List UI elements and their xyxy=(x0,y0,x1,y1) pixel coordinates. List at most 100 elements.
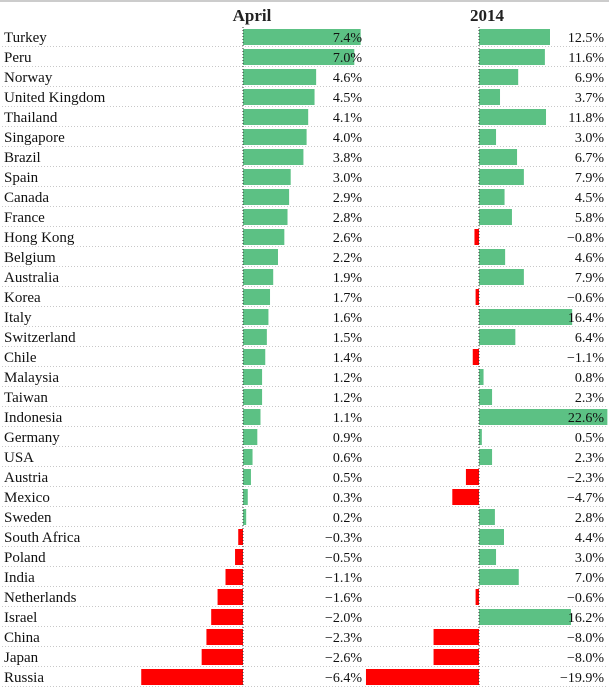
rows-group: Turkey 7.4% 12.5% Peru 7.0% 11.6% Norway 4.6% 6.… xyxy=(2,27,608,687)
category-label-united-kingdom: United Kingdom xyxy=(4,90,106,106)
bar-2014-taiwan xyxy=(479,389,493,405)
bar-april-china xyxy=(206,629,243,645)
bar-april-peru xyxy=(243,49,355,65)
bar-april-korea xyxy=(243,289,271,305)
bar-2014-malaysia xyxy=(479,369,484,385)
value-label-april-mexico: 0.3% xyxy=(333,491,363,506)
category-label-italy: Italy xyxy=(4,310,32,326)
bar-2014-belgium xyxy=(479,249,506,265)
bar-april-canada xyxy=(243,189,290,205)
category-label-norway: Norway xyxy=(4,70,53,86)
category-label-spain: Spain xyxy=(4,170,39,186)
value-label-april-peru: 7.0% xyxy=(333,51,363,66)
value-label-2014-canada: 4.5% xyxy=(575,191,605,206)
value-label-april-taiwan: 1.2% xyxy=(333,391,363,406)
bar-2014-india xyxy=(479,569,519,585)
bar-april-indonesia xyxy=(243,409,261,425)
bar-april-hong-kong xyxy=(243,229,285,245)
value-label-2014-turkey: 12.5% xyxy=(568,31,605,46)
value-label-april-japan: −2.6% xyxy=(325,651,362,666)
value-label-april-usa: 0.6% xyxy=(333,451,363,466)
value-label-2014-usa: 2.3% xyxy=(575,451,605,466)
bar-april-germany xyxy=(243,429,258,445)
bar-april-france xyxy=(243,209,288,225)
value-label-2014-mexico: −4.7% xyxy=(567,491,604,506)
value-label-april-russia: −6.4% xyxy=(325,671,362,686)
value-label-april-korea: 1.7% xyxy=(333,291,363,306)
value-label-2014-netherlands: −0.6% xyxy=(567,591,604,606)
category-label-india: India xyxy=(4,570,35,586)
value-label-2014-india: 7.0% xyxy=(575,571,605,586)
value-label-april-sweden: 0.2% xyxy=(333,511,363,526)
bar-april-mexico xyxy=(243,489,248,505)
bar-2014-japan xyxy=(433,649,479,665)
category-label-netherlands: Netherlands xyxy=(4,590,77,606)
category-label-russia: Russia xyxy=(4,670,44,686)
bar-april-chile xyxy=(243,349,266,365)
panel-title-april: April xyxy=(233,6,272,25)
bar-2014-austria xyxy=(465,469,479,485)
value-label-2014-sweden: 2.8% xyxy=(575,511,605,526)
value-label-april-poland: −0.5% xyxy=(325,551,362,566)
bar-2014-norway xyxy=(479,69,519,85)
bar-2014-poland xyxy=(479,549,497,565)
value-label-april-italy: 1.6% xyxy=(333,311,363,326)
value-label-april-spain: 3.0% xyxy=(333,171,363,186)
value-label-april-turkey: 7.4% xyxy=(333,31,363,46)
value-label-2014-australia: 7.9% xyxy=(575,271,605,286)
bar-2014-switzerland xyxy=(479,329,516,345)
value-label-april-indonesia: 1.1% xyxy=(333,411,363,426)
value-label-april-thailand: 4.1% xyxy=(333,111,363,126)
category-label-south-africa: South Africa xyxy=(4,530,81,546)
category-label-chile: Chile xyxy=(4,350,37,366)
category-label-singapore: Singapore xyxy=(4,130,65,146)
value-label-april-australia: 1.9% xyxy=(333,271,363,286)
bar-2014-usa xyxy=(479,449,493,465)
bar-april-united-kingdom xyxy=(243,89,315,105)
value-label-april-germany: 0.9% xyxy=(333,431,363,446)
value-label-2014-switzerland: 6.4% xyxy=(575,331,605,346)
bar-2014-russia xyxy=(365,669,479,685)
bar-2014-thailand xyxy=(479,109,547,125)
value-label-2014-austria: −2.3% xyxy=(567,471,604,486)
bar-2014-south-africa xyxy=(479,529,504,545)
bar-2014-italy xyxy=(479,309,573,325)
value-label-april-austria: 0.5% xyxy=(333,471,363,486)
category-label-japan: Japan xyxy=(4,650,39,666)
value-label-2014-israel: 16.2% xyxy=(568,611,605,626)
value-label-2014-poland: 3.0% xyxy=(575,551,605,566)
panel-title-2014: 2014 xyxy=(470,6,505,25)
value-label-2014-japan: −8.0% xyxy=(567,651,604,666)
value-label-april-chile: 1.4% xyxy=(333,351,363,366)
value-label-april-france: 2.8% xyxy=(333,211,363,226)
bar-2014-peru xyxy=(479,49,545,65)
value-label-april-malaysia: 1.2% xyxy=(333,371,363,386)
bar-2014-singapore xyxy=(479,129,497,145)
bar-2014-germany xyxy=(479,429,482,445)
value-label-2014-united-kingdom: 3.7% xyxy=(575,91,605,106)
category-label-switzerland: Switzerland xyxy=(4,330,76,346)
bar-april-singapore xyxy=(243,129,307,145)
bar-april-usa xyxy=(243,449,253,465)
bar-2014-indonesia xyxy=(479,409,608,425)
value-label-april-netherlands: −1.6% xyxy=(325,591,362,606)
value-label-april-south-africa: −0.3% xyxy=(325,531,362,546)
category-label-indonesia: Indonesia xyxy=(4,410,63,426)
category-label-poland: Poland xyxy=(4,550,46,566)
value-label-2014-spain: 7.9% xyxy=(575,171,605,186)
value-label-2014-south-africa: 4.4% xyxy=(575,531,605,546)
bar-april-austria xyxy=(243,469,251,485)
value-label-2014-malaysia: 0.8% xyxy=(575,371,605,386)
bar-april-italy xyxy=(243,309,269,325)
value-label-2014-singapore: 3.0% xyxy=(575,131,605,146)
bar-2014-turkey xyxy=(479,29,550,45)
bar-april-switzerland xyxy=(243,329,267,345)
value-label-2014-norway: 6.9% xyxy=(575,71,605,86)
value-label-2014-chile: −1.1% xyxy=(567,351,604,366)
category-label-usa: USA xyxy=(4,450,34,466)
value-label-2014-korea: −0.6% xyxy=(567,291,604,306)
value-label-2014-brazil: 6.7% xyxy=(575,151,605,166)
bar-2014-australia xyxy=(479,269,524,285)
category-label-thailand: Thailand xyxy=(4,110,58,126)
category-label-australia: Australia xyxy=(4,270,59,286)
